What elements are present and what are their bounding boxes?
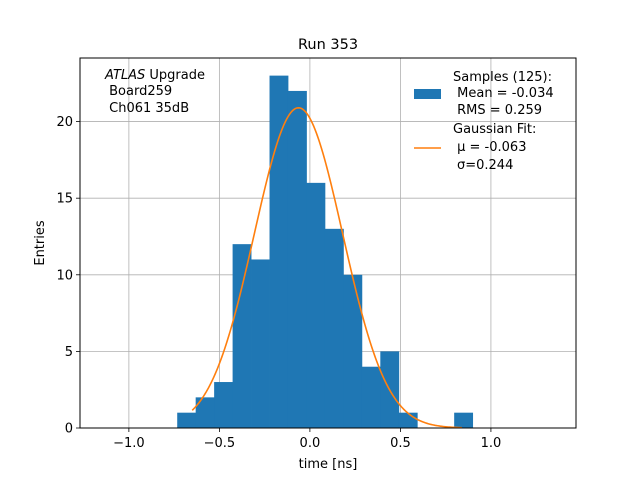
plot-frame bbox=[79, 57, 577, 429]
legend-histogram-line-1: Samples (125): bbox=[453, 70, 552, 85]
y-axis-label: Entries bbox=[33, 220, 48, 266]
y-tick-label: 0 bbox=[65, 422, 73, 437]
annotation-text: ATLAS Upgrade Board259 Ch061 35dB bbox=[104, 68, 205, 116]
histogram-bar bbox=[324, 228, 344, 428]
histogram-bar bbox=[232, 244, 252, 428]
histogram-bar bbox=[177, 412, 197, 428]
x-tick-label: 1.0 bbox=[481, 436, 502, 451]
histogram-bar bbox=[398, 412, 418, 428]
y-tick-label: 20 bbox=[56, 115, 73, 130]
legend-fit-line-2: μ = -0.063 bbox=[453, 140, 526, 155]
x-tick-label: −1.0 bbox=[113, 436, 145, 451]
x-tick-label: 0.0 bbox=[300, 436, 321, 451]
annotation-line-3: Ch061 35dB bbox=[105, 101, 189, 116]
histogram-bar bbox=[214, 382, 234, 428]
legend-histogram-line-3: RMS = 0.259 bbox=[453, 103, 542, 118]
y-tick-label: 15 bbox=[56, 192, 73, 207]
histogram-bar bbox=[269, 75, 289, 428]
chart-title: Run 353 bbox=[298, 37, 358, 53]
legend: Samples (125): Mean = -0.034 RMS = 0.259… bbox=[414, 70, 554, 173]
histogram-bar bbox=[195, 397, 215, 428]
x-tick-label: 0.5 bbox=[390, 436, 411, 451]
legend-histogram-line-2: Mean = -0.034 bbox=[453, 86, 554, 101]
legend-fit-line-1: Gaussian Fit: bbox=[453, 122, 536, 137]
gaussian-fit bbox=[191, 106, 462, 429]
histogram-bar bbox=[343, 274, 363, 428]
histogram-bar bbox=[251, 259, 270, 428]
histogram-bar bbox=[287, 90, 307, 429]
annotation-line-1: ATLAS Upgrade bbox=[104, 68, 205, 83]
y-axis-ticks: 0 5 10 15 20 bbox=[56, 115, 80, 437]
annotation-atlas: ATLAS bbox=[104, 68, 145, 83]
y-tick-label: 5 bbox=[65, 345, 73, 360]
legend-fit-line-3: σ=0.244 bbox=[457, 158, 513, 173]
histogram-bar bbox=[454, 412, 474, 428]
x-tick-label: −0.5 bbox=[204, 436, 236, 451]
histogram-bar bbox=[361, 366, 381, 428]
histogram-bars bbox=[177, 75, 474, 429]
histogram-bar bbox=[306, 182, 326, 428]
x-axis-ticks: −1.0 −0.5 0.0 0.5 1.0 bbox=[113, 428, 501, 451]
annotation-line-2: Board259 bbox=[105, 84, 172, 99]
legend-histogram-swatch bbox=[414, 89, 441, 99]
x-axis-label: time [ns] bbox=[299, 457, 358, 472]
gaussian-fit-curve bbox=[191, 106, 462, 429]
annotation-upgrade: Upgrade bbox=[145, 68, 205, 83]
y-tick-label: 10 bbox=[56, 268, 73, 283]
